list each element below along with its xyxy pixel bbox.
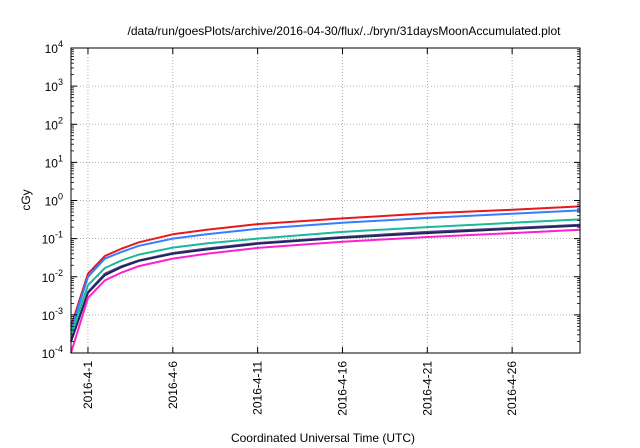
x-tick-label: 2016-4-1: [81, 361, 95, 409]
grid: [71, 48, 580, 353]
x-tick-label: 2016-4-21: [420, 361, 434, 416]
y-tick-exponent: -3: [55, 306, 63, 316]
y-tick-label: 103: [45, 77, 63, 94]
y-tick-base: 10: [42, 347, 56, 361]
y-tick-base: 10: [45, 80, 59, 94]
x-tick-label: 2016-4-16: [335, 361, 349, 416]
y-tick-base: 10: [45, 195, 59, 209]
y-tick-exponent: 1: [58, 153, 63, 163]
y-tick-exponent: -2: [55, 268, 63, 278]
y-tick-label: 101: [45, 153, 63, 170]
y-tick-exponent: 0: [58, 192, 63, 202]
x-tick-label: 2016-4-6: [166, 361, 180, 409]
y-tick-label: 102: [45, 115, 63, 132]
series-line-1: [70, 205, 581, 327]
y-tick-base: 10: [45, 156, 59, 170]
x-tick-label: 2016-4-26: [505, 361, 519, 416]
y-tick-exponent: 2: [58, 115, 63, 125]
y-tick-label: 104: [45, 39, 63, 56]
ticks: [71, 47, 580, 354]
y-tick-base: 10: [42, 309, 56, 323]
y-tick-label: 10-3: [42, 306, 63, 323]
y-tick-label: 10-2: [42, 268, 63, 285]
chart-title: /data/run/goesPlots/archive/2016-04-30/f…: [128, 24, 562, 38]
y-tick-exponent: -4: [55, 344, 63, 354]
y-tick-exponent: 3: [58, 77, 63, 87]
y-tick-label: 10-4: [42, 344, 63, 361]
y-tick-base: 10: [45, 118, 59, 132]
y-tick-label: 100: [45, 192, 63, 209]
series-line-6: [70, 228, 581, 354]
x-tick-label: 2016-4-11: [251, 361, 265, 415]
x-axis-label: Coordinated Universal Time (UTC): [231, 431, 415, 445]
x-tick-labels: 2016-4-1 2016-4-6 2016-4-11 2016-4-16 2016-4…: [81, 361, 519, 416]
y-tick-base: 10: [45, 42, 59, 56]
series-line-3: [70, 218, 581, 336]
y-tick-exponent: -1: [55, 230, 63, 240]
y-axis-label: cGy: [19, 189, 33, 210]
series-layer: [70, 205, 581, 354]
series-line-2: [70, 209, 581, 331]
series-line-5: [70, 224, 581, 342]
y-tick-label: 10-1: [42, 230, 63, 247]
y-tick-exponent: 4: [58, 39, 63, 49]
y-tick-base: 10: [42, 233, 56, 247]
y-tick-base: 10: [42, 271, 56, 285]
